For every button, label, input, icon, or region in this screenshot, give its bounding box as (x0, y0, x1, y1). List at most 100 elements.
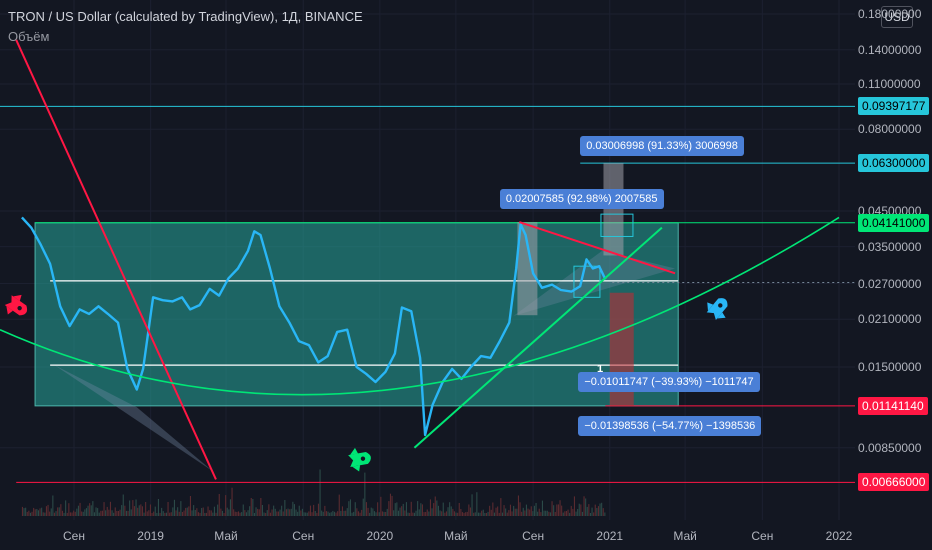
volume-bar (29, 512, 31, 516)
volume-bar (266, 510, 268, 516)
volume-bar (317, 503, 319, 516)
volume-bar (546, 510, 548, 516)
volume-bar (597, 506, 599, 516)
volume-bar (181, 512, 183, 516)
volume-bar (85, 508, 87, 516)
volume-bar (452, 508, 454, 516)
volume-bar (513, 505, 515, 516)
volume-bar (157, 499, 159, 516)
volume-bar (124, 505, 126, 516)
volume-bar (263, 512, 265, 516)
volume-bar (274, 508, 276, 516)
volume-bar (121, 505, 123, 516)
x-tick-label: Май (214, 529, 238, 543)
volume-bar (532, 511, 534, 516)
wave-label: 1 (597, 363, 604, 375)
volume-bar (281, 505, 283, 516)
volume-bar (429, 499, 431, 516)
volume-bar (586, 506, 588, 516)
volume-bar (239, 512, 241, 516)
volume-bar (74, 511, 76, 516)
volume-bar (428, 511, 430, 516)
volume-bar (161, 507, 163, 516)
volume-bar (479, 512, 481, 516)
volume-bar (389, 493, 391, 516)
volume-bar (524, 510, 526, 516)
volume-bar (330, 512, 332, 516)
volume-bar (426, 509, 428, 516)
volume-bar (199, 512, 201, 516)
volume-bar (253, 513, 255, 516)
volume-bar (372, 508, 374, 516)
volume-bar (183, 510, 185, 516)
volume-bar (188, 506, 190, 516)
volume-bar (511, 511, 513, 516)
volume-bar (425, 512, 427, 516)
volume-bar (234, 511, 236, 516)
volume-bar (111, 510, 113, 516)
measure-bar-up (517, 222, 538, 316)
currency-button[interactable]: USD (881, 6, 913, 28)
volume-bar (269, 512, 271, 516)
volume-bar (289, 509, 291, 516)
volume-bar (457, 512, 459, 516)
y-tick-label: 0.11000000 (858, 76, 921, 91)
red-trendline (15, 39, 217, 480)
volume-bar (423, 512, 425, 516)
volume-bar (92, 501, 94, 516)
volume-bar (349, 499, 351, 516)
volume-bar (39, 508, 41, 516)
volume-bar (325, 511, 327, 516)
volume-bar (578, 503, 580, 516)
volume-bar (514, 508, 516, 516)
volume-bar (57, 507, 59, 516)
volume-bar (223, 513, 225, 516)
volume-label: Объём (8, 29, 50, 44)
volume-bar (591, 507, 593, 516)
volume-bar (87, 505, 89, 516)
volume-bar (284, 500, 286, 516)
volume-bar (458, 503, 460, 516)
volume-bar (53, 512, 55, 516)
volume-bar (185, 507, 187, 516)
volume-bar (77, 505, 79, 516)
volume-bar (301, 508, 303, 516)
volume-bar (191, 510, 193, 516)
volume-bar (125, 510, 127, 516)
volume-bar (505, 508, 507, 516)
volume-bar (249, 506, 251, 516)
volume-bar (465, 512, 467, 516)
volume-bar (396, 502, 398, 516)
volume-bar (36, 509, 38, 516)
volume-bar (321, 510, 323, 516)
volume-bar (165, 512, 167, 516)
volume-bar (41, 507, 43, 516)
volume-bar (362, 498, 364, 516)
volume-bar (569, 512, 571, 516)
volume-bar (588, 504, 590, 516)
volume-bar (356, 508, 358, 516)
volume-bar (332, 510, 334, 516)
volume-bar (113, 512, 115, 516)
volume-bar (583, 496, 585, 516)
measurement-label: −0.01398536 (−54.77%) −1398536 (578, 416, 762, 437)
volume-bar (127, 510, 129, 516)
volume-bar (170, 512, 172, 516)
volume-bar (447, 507, 449, 516)
volume-bar (298, 505, 300, 516)
volume-bar (52, 495, 54, 516)
volume-bar (388, 501, 390, 516)
volume-bar (516, 508, 518, 516)
green-rocket-icon (348, 447, 371, 472)
volume-bar (537, 511, 539, 516)
volume-bar (415, 510, 417, 516)
volume-bar (71, 512, 73, 516)
volume-bar (42, 512, 44, 516)
volume-bar (261, 505, 263, 516)
volume-bar (482, 509, 484, 516)
volume-bar (193, 505, 195, 516)
volume-bar (231, 487, 233, 516)
volume-bar (370, 507, 372, 516)
volume-bar (149, 504, 151, 516)
